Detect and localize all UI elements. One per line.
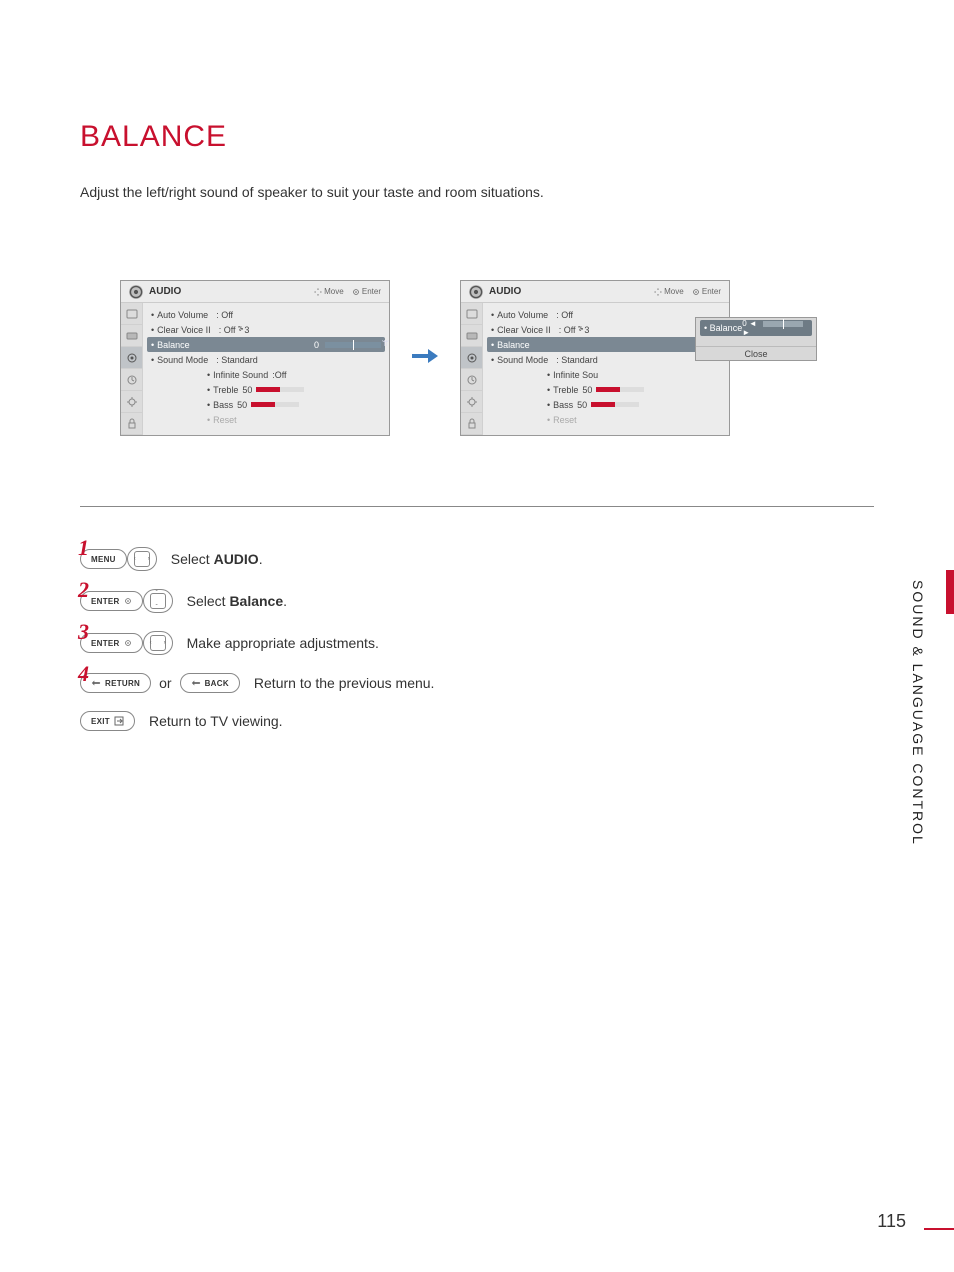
tab-lock-icon[interactable]	[121, 413, 142, 435]
dpad-lr-button[interactable]: ‹›	[127, 547, 157, 571]
osd-title: AUDIO	[149, 286, 181, 297]
speaker-icon	[129, 285, 143, 299]
sidebar-section-label: SOUND & LANGUAGE CONTROL	[910, 580, 926, 846]
page-accent-bar	[924, 1228, 954, 1230]
tab-option-icon[interactable]	[461, 391, 482, 413]
step-3-text: Make appropriate adjustments.	[187, 635, 379, 651]
page-title: BALANCE	[80, 120, 874, 154]
bass-bar	[251, 402, 299, 407]
osd-item-infinite-sound[interactable]: •Infinite Sou	[483, 367, 729, 382]
step-1-text: Select AUDIO.	[171, 551, 263, 567]
tab-picture-icon[interactable]	[461, 303, 482, 325]
speaker-icon	[469, 285, 483, 299]
popup-balance-slider[interactable]	[763, 321, 803, 327]
section-divider	[80, 506, 874, 507]
hint-move: Move	[654, 287, 684, 296]
osd-item-sound-mode[interactable]: •Sound Mode: Standard	[483, 352, 729, 367]
tab-screen-icon[interactable]	[121, 325, 142, 347]
osd-item-balance[interactable]: •Balance	[487, 337, 725, 352]
step-number-4: 4	[78, 661, 89, 687]
balance-popup: • Balance 0 ◄► Close	[695, 317, 817, 361]
tab-option-icon[interactable]	[121, 391, 142, 413]
arrow-right-icon	[410, 347, 440, 370]
balance-slider[interactable]: ꕌ	[325, 342, 381, 348]
osd-item-infinite-sound[interactable]: •Infinite Sound:Off	[143, 367, 389, 382]
osd-item-sound-mode[interactable]: •Sound Mode: Standard	[143, 352, 389, 367]
osd-item-reset[interactable]: •Reset	[143, 412, 389, 427]
osd-item-bass[interactable]: •Bass50	[143, 397, 389, 412]
osd-item-balance[interactable]: •Balance0ꕌ	[147, 337, 385, 352]
step-number-1: 1	[78, 535, 89, 561]
back-button[interactable]: BACK	[180, 673, 240, 693]
osd-item-treble[interactable]: •Treble50	[143, 382, 389, 397]
tab-lock-icon[interactable]	[461, 413, 482, 435]
osd-panel-left: AUDIO Move Enter •Auto Volume: Off	[120, 280, 390, 436]
exit-button[interactable]: EXIT	[80, 711, 135, 731]
step-number-3: 3	[78, 619, 89, 645]
hint-move: Move	[314, 287, 344, 296]
popup-balance-row[interactable]: • Balance 0 ◄►	[700, 320, 812, 336]
osd-item-bass[interactable]: •Bass50	[483, 397, 729, 412]
dpad-ud-button[interactable]: ˆˇ	[143, 589, 173, 613]
page-number: 115	[877, 1211, 906, 1232]
osd-item-treble[interactable]: •Treble50	[483, 382, 729, 397]
step-5-text: Return to TV viewing.	[149, 713, 283, 729]
step-2-text: Select Balance.	[187, 593, 287, 609]
step-4-text: Return to the previous menu.	[254, 675, 435, 691]
osd-item-auto-volume[interactable]: •Auto Volume: Off	[143, 307, 389, 322]
hint-enter: Enter	[692, 287, 721, 296]
treble-bar	[256, 387, 304, 392]
step-number-2: 2	[78, 577, 89, 603]
enter-button[interactable]: ENTER	[80, 633, 143, 653]
tab-audio-icon[interactable]	[121, 347, 142, 369]
osd-item-clear-voice[interactable]: •Clear Voice II: Offꕅ3	[483, 322, 729, 337]
enter-button[interactable]: ENTER	[80, 591, 143, 611]
osd-panel-right: AUDIO Move Enter •Auto Volume: Off	[460, 280, 730, 436]
tab-time-icon[interactable]	[461, 369, 482, 391]
hint-enter: Enter	[352, 287, 381, 296]
osd-item-reset[interactable]: •Reset	[483, 412, 729, 427]
page-subtitle: Adjust the left/right sound of speaker t…	[80, 184, 874, 200]
treble-bar	[596, 387, 644, 392]
osd-item-clear-voice[interactable]: •Clear Voice II: Offꕅ3	[143, 322, 389, 337]
tab-audio-icon[interactable]	[461, 347, 482, 369]
osd-title: AUDIO	[489, 286, 521, 297]
sidebar-tab	[946, 570, 954, 614]
popup-close-button[interactable]: Close	[696, 346, 816, 360]
or-label: or	[159, 675, 171, 691]
tab-picture-icon[interactable]	[121, 303, 142, 325]
return-button[interactable]: RETURN	[80, 673, 151, 693]
tab-screen-icon[interactable]	[461, 325, 482, 347]
dpad-lr-button[interactable]: ‹›	[143, 631, 173, 655]
bass-bar	[591, 402, 639, 407]
tab-time-icon[interactable]	[121, 369, 142, 391]
osd-item-auto-volume[interactable]: •Auto Volume: Off	[483, 307, 729, 322]
